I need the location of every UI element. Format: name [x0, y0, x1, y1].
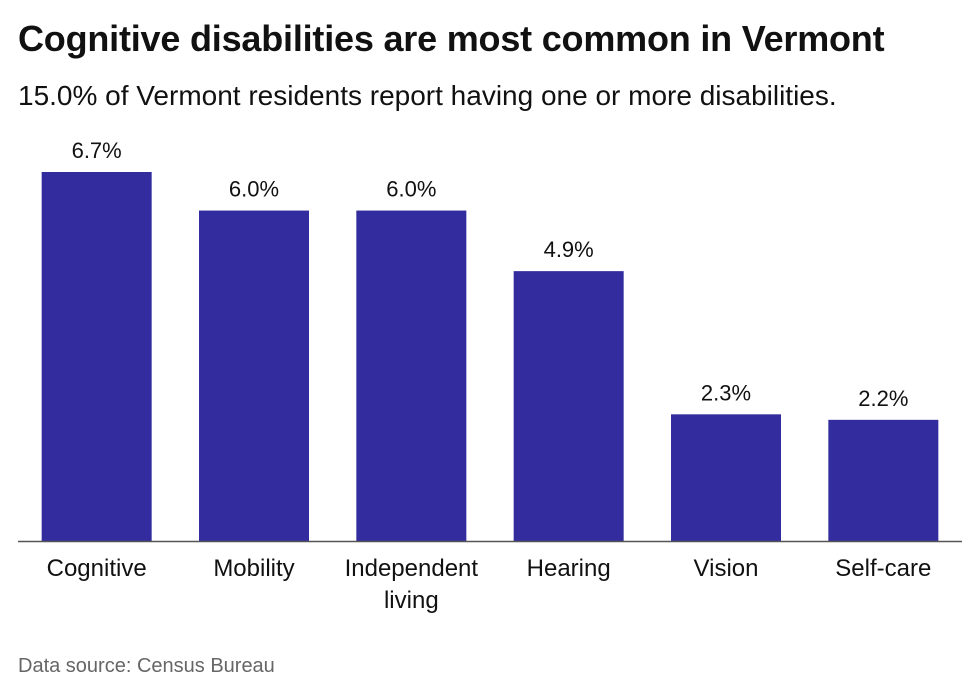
bar [356, 210, 467, 541]
bar-value-label: 2.2% [858, 386, 908, 411]
category-tick-label: living [384, 587, 439, 614]
bar-value-label: 4.9% [544, 237, 594, 262]
category-tick-label: Independent [345, 555, 479, 582]
bar-value-label: 6.0% [229, 177, 279, 202]
chart-subtitle: 15.0% of Vermont residents report having… [18, 80, 837, 111]
category-tick-label: Self-care [835, 555, 931, 582]
category-tick-label: Hearing [527, 555, 611, 582]
category-tick-label: Mobility [213, 555, 294, 582]
bar [199, 210, 309, 541]
bar [671, 414, 781, 541]
bar-value-label: 6.7% [72, 138, 122, 163]
category-tick-label: Cognitive [47, 555, 147, 582]
bar [41, 172, 152, 541]
bar [828, 419, 939, 541]
category-tick-label: Vision [694, 555, 759, 582]
data-source: Data source: Census Bureau [18, 655, 275, 677]
bar [513, 271, 624, 541]
bar-value-label: 2.3% [701, 380, 751, 405]
chart-title: Cognitive disabilities are most common i… [18, 18, 885, 59]
bar-value-label: 6.0% [386, 177, 436, 202]
